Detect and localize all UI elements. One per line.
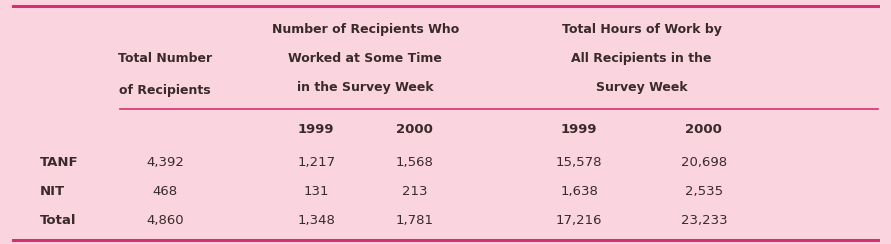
Text: 1999: 1999 <box>561 123 597 136</box>
Text: 2000: 2000 <box>685 123 723 136</box>
Text: 1,781: 1,781 <box>396 214 433 227</box>
Text: Survey Week: Survey Week <box>596 81 687 94</box>
Text: 2000: 2000 <box>396 123 433 136</box>
Text: Number of Recipients Who: Number of Recipients Who <box>272 23 459 36</box>
Text: 213: 213 <box>402 185 427 198</box>
Text: 15,578: 15,578 <box>556 156 602 169</box>
Text: Total Number: Total Number <box>118 52 212 65</box>
Text: All Recipients in the: All Recipients in the <box>571 52 712 65</box>
Text: 1,348: 1,348 <box>298 214 335 227</box>
Text: 4,860: 4,860 <box>146 214 184 227</box>
Text: Total: Total <box>40 214 77 227</box>
Text: 1,638: 1,638 <box>560 185 598 198</box>
Text: TANF: TANF <box>40 156 78 169</box>
Text: 1,568: 1,568 <box>396 156 433 169</box>
Text: 1999: 1999 <box>298 123 334 136</box>
Text: 131: 131 <box>304 185 329 198</box>
Text: 1,217: 1,217 <box>298 156 335 169</box>
Text: 23,233: 23,233 <box>681 214 727 227</box>
Text: Worked at Some Time: Worked at Some Time <box>289 52 442 65</box>
Text: 2,535: 2,535 <box>685 185 723 198</box>
Text: 17,216: 17,216 <box>556 214 602 227</box>
Text: Total Hours of Work by: Total Hours of Work by <box>561 23 722 36</box>
Text: 20,698: 20,698 <box>681 156 727 169</box>
Text: in the Survey Week: in the Survey Week <box>297 81 434 94</box>
Text: of Recipients: of Recipients <box>119 84 210 97</box>
Text: 468: 468 <box>152 185 177 198</box>
Text: 4,392: 4,392 <box>146 156 184 169</box>
Text: NIT: NIT <box>40 185 65 198</box>
